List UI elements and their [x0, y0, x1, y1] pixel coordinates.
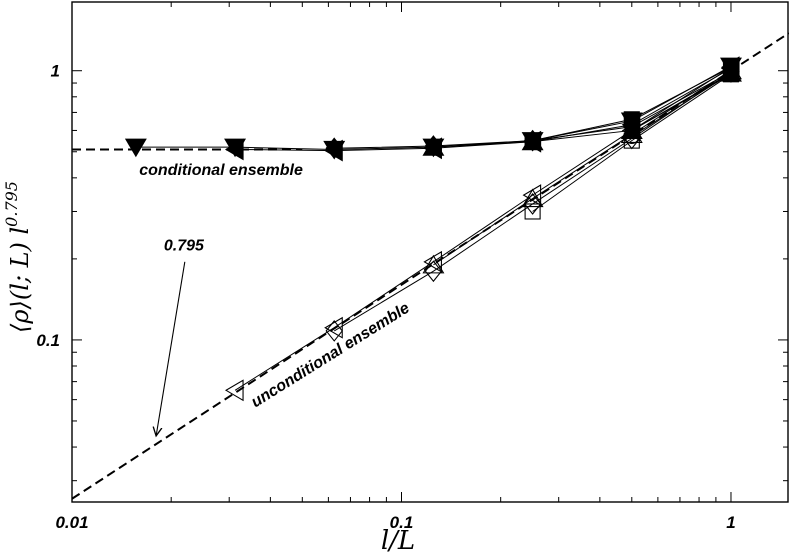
- y-tick-label: 1: [51, 62, 60, 81]
- series-line: [433, 72, 732, 148]
- plot-frame: [71, 1, 789, 503]
- series-unconditional-open-up-triangle: [422, 60, 742, 274]
- series-unconditional-open-left-triangle: [224, 56, 740, 402]
- x-tick-label: 0.1: [390, 513, 414, 532]
- x-axis-label: l/L: [381, 526, 415, 556]
- marker-square: [524, 203, 541, 220]
- y-axis-label-base: ⟨ρ⟩(l; L) l: [6, 227, 34, 333]
- series-line: [235, 67, 732, 152]
- marker-left-triangle: [324, 316, 343, 339]
- annotation-arrow: [156, 261, 186, 436]
- annotation-text: unconditional ensemble: [248, 300, 412, 412]
- marker-square: [524, 132, 541, 149]
- marker-square: [623, 132, 640, 149]
- marker-square: [722, 66, 740, 83]
- series-conditional-filled-up-triangle: [422, 62, 742, 156]
- marker-up-triangle: [422, 137, 445, 156]
- y-axis-label-exponent: 0.795: [2, 181, 21, 227]
- y-axis-label: ⟨ρ⟩(l; L) l0.795: [2, 181, 34, 333]
- series-unconditional-open-circle: [624, 65, 739, 144]
- series-line: [234, 66, 732, 391]
- marker-up-triangle: [521, 188, 544, 208]
- marker-diamond: [325, 320, 343, 342]
- marker-up-triangle: [620, 124, 643, 143]
- marker-diamond: [424, 260, 443, 283]
- marker-left-triangle: [224, 138, 244, 161]
- x-tick-label: 0.01: [55, 513, 88, 532]
- annotations: conditional ensemble unconditional ensemb…: [139, 162, 413, 436]
- y-tick-label: 0.1: [36, 331, 60, 350]
- series-unconditional-open-square: [524, 66, 740, 220]
- marker-circle: [723, 65, 739, 81]
- series-line: [631, 72, 732, 137]
- annotation-text: 0.795: [164, 237, 205, 254]
- series-line: [532, 73, 732, 212]
- plot-border: [71, 1, 789, 503]
- axis-labels: l/L ⟨ρ⟩(l; L) l0.795: [2, 181, 415, 556]
- x-tick-label: 1: [726, 513, 735, 532]
- data-series: [124, 56, 742, 402]
- series-line: [433, 70, 732, 266]
- marker-up-triangle: [720, 60, 742, 80]
- marker-up-triangle: [422, 254, 445, 274]
- marker-diamond: [523, 193, 542, 215]
- marker-circle: [624, 128, 640, 144]
- axis-ticks: 0.01 0.1 1 0.1 1: [36, 2, 788, 532]
- marker-down-triangle: [124, 138, 147, 158]
- marker-diamond: [325, 137, 343, 160]
- marker-left-triangle: [224, 379, 244, 402]
- annotation-text: conditional ensemble: [139, 162, 303, 179]
